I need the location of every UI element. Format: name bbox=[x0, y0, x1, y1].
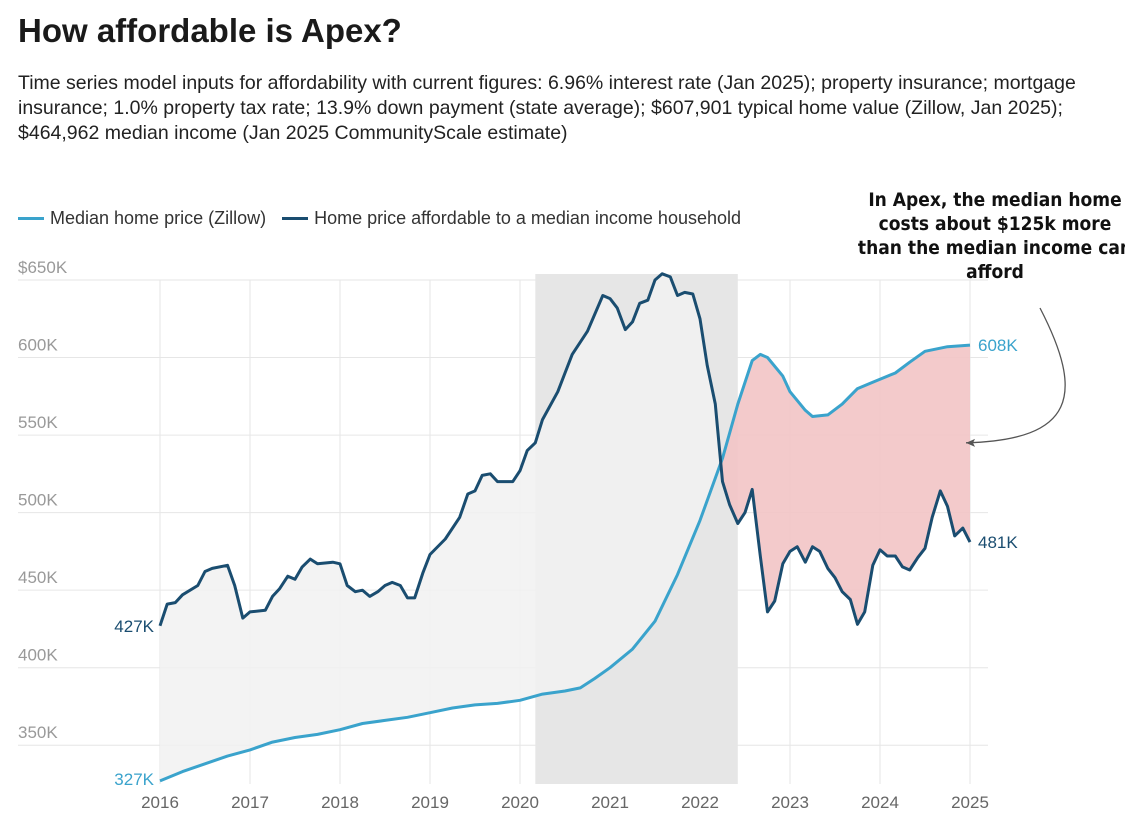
label-layer: 350K 400K 450K 500K 550K 600K $650K 2016 2017 201… bbox=[18, 258, 1018, 812]
annotation-arrow-layer bbox=[965, 307, 1066, 447]
fill-layer bbox=[160, 273, 970, 781]
legend: Median home price (Zillow) Home price af… bbox=[18, 208, 757, 229]
gap-annotation: In Apex, the median home costs about $12… bbox=[857, 189, 1125, 283]
legend-item-affordable: Home price affordable to a median income… bbox=[282, 208, 741, 229]
y-tick-label: 450K bbox=[18, 568, 58, 587]
x-tick-label: 2017 bbox=[231, 793, 269, 812]
y-tick-label: 400K bbox=[18, 646, 58, 665]
y-tick-label: 500K bbox=[18, 491, 58, 510]
x-tick-label: 2023 bbox=[771, 793, 809, 812]
line-layer bbox=[158, 272, 972, 783]
affordable-start-label: 427K bbox=[114, 617, 154, 636]
legend-swatch-affordable bbox=[282, 217, 309, 220]
affordability-gap-area bbox=[721, 345, 970, 625]
x-tick-label: 2016 bbox=[141, 793, 179, 812]
x-tick-label: 2020 bbox=[501, 793, 539, 812]
y-tick-label: $650K bbox=[18, 258, 68, 277]
y-tick-label: 600K bbox=[18, 336, 58, 355]
legend-label-affordable: Home price affordable to a median income… bbox=[314, 208, 742, 228]
chart-title: How affordable is Apex? bbox=[18, 12, 402, 49]
legend-label-median: Median home price (Zillow) bbox=[50, 208, 267, 228]
affordable-end-label: 481K bbox=[978, 533, 1018, 552]
affordability-surplus-area bbox=[160, 273, 720, 781]
chart-subtitle: Time series model inputs for affordabili… bbox=[18, 72, 1076, 144]
annotation-arrow bbox=[965, 307, 1066, 444]
annotation-arrowhead bbox=[966, 438, 975, 447]
y-tick-label: 550K bbox=[18, 413, 58, 432]
median-start-label: 327K bbox=[114, 770, 154, 789]
x-tick-label: 2021 bbox=[591, 793, 629, 812]
x-tick-label: 2018 bbox=[321, 793, 359, 812]
legend-item-median: Median home price (Zillow) bbox=[18, 208, 266, 229]
x-tick-label: 2025 bbox=[951, 793, 989, 812]
x-tick-label: 2022 bbox=[681, 793, 719, 812]
series-line-median bbox=[159, 343, 971, 783]
series-line-affordable bbox=[158, 272, 972, 627]
y-tick-label: 350K bbox=[18, 723, 58, 742]
x-tick-label: 2019 bbox=[411, 793, 449, 812]
x-tick-label: 2024 bbox=[861, 793, 899, 812]
legend-swatch-median bbox=[18, 217, 44, 220]
median-end-label: 608K bbox=[978, 336, 1018, 355]
